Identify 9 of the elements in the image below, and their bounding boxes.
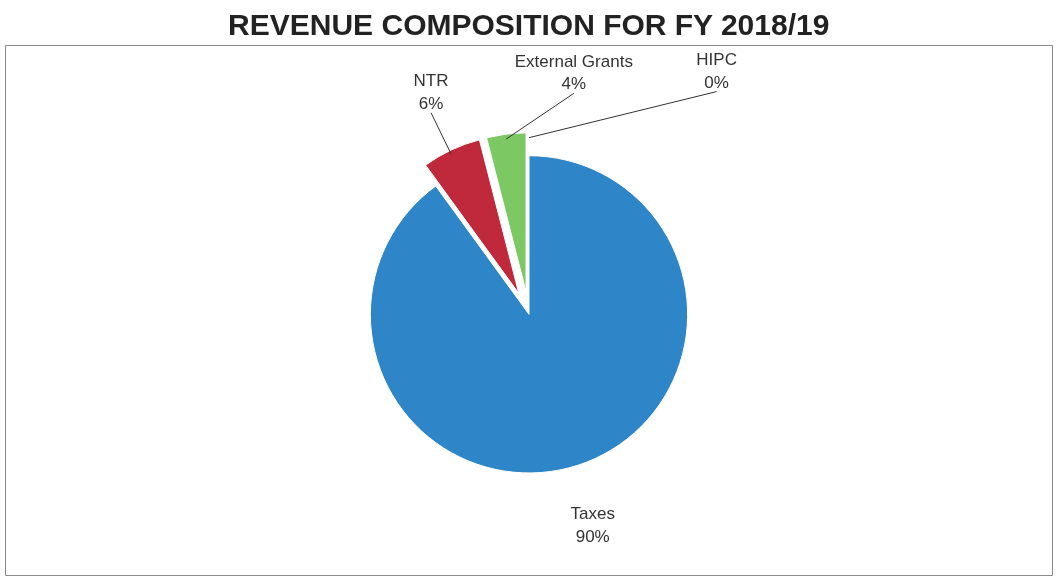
data-label: 90% [575,527,610,547]
category-label: HIPC [696,49,737,69]
slice-label: External Grants [514,51,633,71]
chart-title: REVENUE COMPOSITION FOR FY 2018/19 [228,7,830,41]
data-label: 4% [561,74,587,94]
data-label: 6% [418,93,444,113]
slice-label: NTR [413,70,449,90]
text: 0% [704,72,729,92]
slice-label: Taxes [570,504,615,524]
